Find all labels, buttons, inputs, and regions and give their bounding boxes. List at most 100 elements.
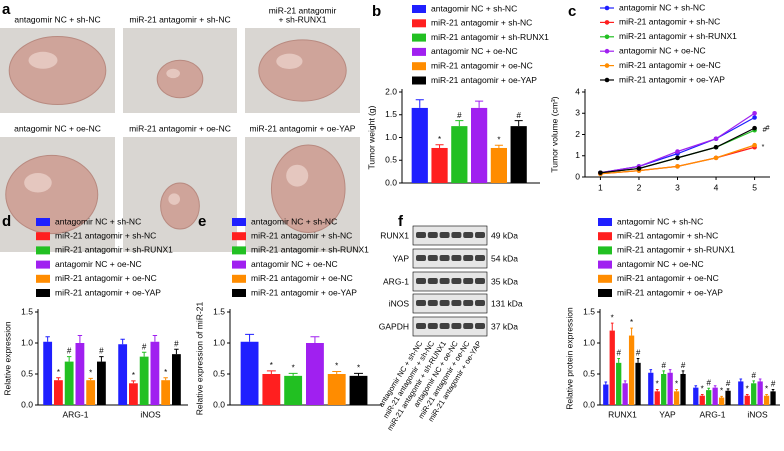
legend-swatch <box>232 246 246 255</box>
blot-size-label: 54 kDa <box>491 253 518 263</box>
bar <box>603 384 609 405</box>
x-tick-label: iNOS <box>140 409 161 419</box>
blot-band <box>439 300 450 306</box>
error-bar <box>66 356 72 362</box>
bar <box>725 390 731 405</box>
blot-band <box>463 255 474 261</box>
error-bar <box>475 100 484 108</box>
legend-swatch <box>36 289 50 297</box>
bar <box>284 375 303 405</box>
error-bar <box>713 385 717 388</box>
error-bar <box>681 370 685 374</box>
legend-swatch <box>36 246 50 255</box>
blot-band <box>475 278 485 284</box>
legend-label: miR-21 antagomir + oe-NC <box>55 273 157 283</box>
blot-size-label: 35 kDa <box>491 276 518 286</box>
blot-row <box>412 271 488 292</box>
bar <box>718 397 725 405</box>
bar <box>609 330 615 405</box>
photo-label: miR-21 antagomir <box>269 5 337 15</box>
y-tick-label: 1.5 <box>213 306 225 316</box>
blot-band <box>439 232 450 238</box>
y-tick-label: 1.5 <box>583 306 595 316</box>
blot-band <box>427 278 438 284</box>
sig-marker: * <box>132 371 135 380</box>
point <box>598 170 603 176</box>
error-bar <box>310 336 320 343</box>
y-axis-label: Relative expression of miR-21 <box>194 302 204 416</box>
bar <box>667 372 673 405</box>
legend-swatch <box>232 274 246 283</box>
sig-marker: * <box>335 362 338 371</box>
y-tick-label: 0.0 <box>583 399 595 409</box>
y-axis-label: Tumor weight (g) <box>366 105 376 169</box>
legend-swatch <box>412 47 426 56</box>
sig-marker: # <box>174 339 179 348</box>
error-bar <box>636 358 640 363</box>
legend-label: antagomir NC + oe-NC <box>55 259 142 269</box>
error-bar <box>141 351 147 357</box>
bar <box>738 381 744 405</box>
y-tick-label: 0 <box>575 171 580 181</box>
blot-band <box>451 323 462 329</box>
legend-swatch <box>36 218 50 226</box>
error-bar <box>131 380 136 384</box>
sig-marker: # <box>751 371 756 380</box>
y-tick-label: 3 <box>575 108 580 118</box>
bar <box>744 395 750 405</box>
sig-marker: * <box>656 380 659 389</box>
bar <box>431 147 448 183</box>
bar <box>349 375 368 405</box>
x-tick-label: RUNX1 <box>608 409 637 419</box>
blot-band <box>427 255 438 261</box>
sig-marker: # <box>616 349 621 358</box>
blot-band <box>427 232 438 238</box>
legend-swatch <box>232 260 246 269</box>
sig-marker: # <box>636 349 641 358</box>
error-bar <box>99 356 104 362</box>
x-tick-label: YAP <box>659 409 676 419</box>
x-tick-label: ARG-1 <box>700 409 726 419</box>
tumor-highlight <box>28 51 58 69</box>
y-tick-label: 0.0 <box>385 177 397 187</box>
legend-marker <box>604 63 610 68</box>
legend-label: miR-21 antagomir + oe-NC <box>617 273 719 283</box>
photo-label: antagomir NC + sh-NC <box>14 14 100 24</box>
legend-swatch <box>36 260 50 269</box>
bar <box>680 374 686 405</box>
sig-marker: * <box>292 363 295 372</box>
legend-swatch <box>598 289 612 297</box>
legend-marker <box>604 34 610 40</box>
sig-marker: * <box>57 368 60 377</box>
error-bar <box>245 333 255 342</box>
y-axis-label: Relative protein expression <box>564 307 574 410</box>
legend-label: miR-21 antagomir + oe-NC <box>251 273 353 283</box>
y-tick-label: 1.0 <box>385 132 397 142</box>
legend-swatch <box>598 218 612 226</box>
blot-band <box>463 278 474 284</box>
legend-label: antagomir NC + sh-NC <box>619 2 705 12</box>
point <box>713 136 719 142</box>
legend-swatch <box>232 218 246 226</box>
error-bar <box>655 389 659 392</box>
legend-label: miR-21 antagomir + sh-RUNX1 <box>431 32 549 42</box>
error-bar <box>332 371 342 374</box>
point <box>713 144 719 150</box>
sig-marker: # <box>457 111 462 120</box>
blot-size-label: 131 kDa <box>491 298 523 308</box>
bar <box>770 391 776 405</box>
blot-band <box>416 255 426 261</box>
legend-swatch <box>232 232 246 241</box>
error-bar <box>266 370 276 374</box>
bar <box>471 107 488 183</box>
blot-band <box>451 278 462 284</box>
error-bar <box>88 377 93 381</box>
series-line <box>600 112 755 174</box>
error-bar <box>726 388 730 391</box>
sig-marker: * <box>89 368 92 377</box>
error-bar <box>649 369 653 373</box>
blot-row <box>412 316 488 337</box>
point <box>713 155 719 161</box>
x-tick-label: iNOS <box>747 409 768 419</box>
panel-label: e <box>198 213 206 230</box>
